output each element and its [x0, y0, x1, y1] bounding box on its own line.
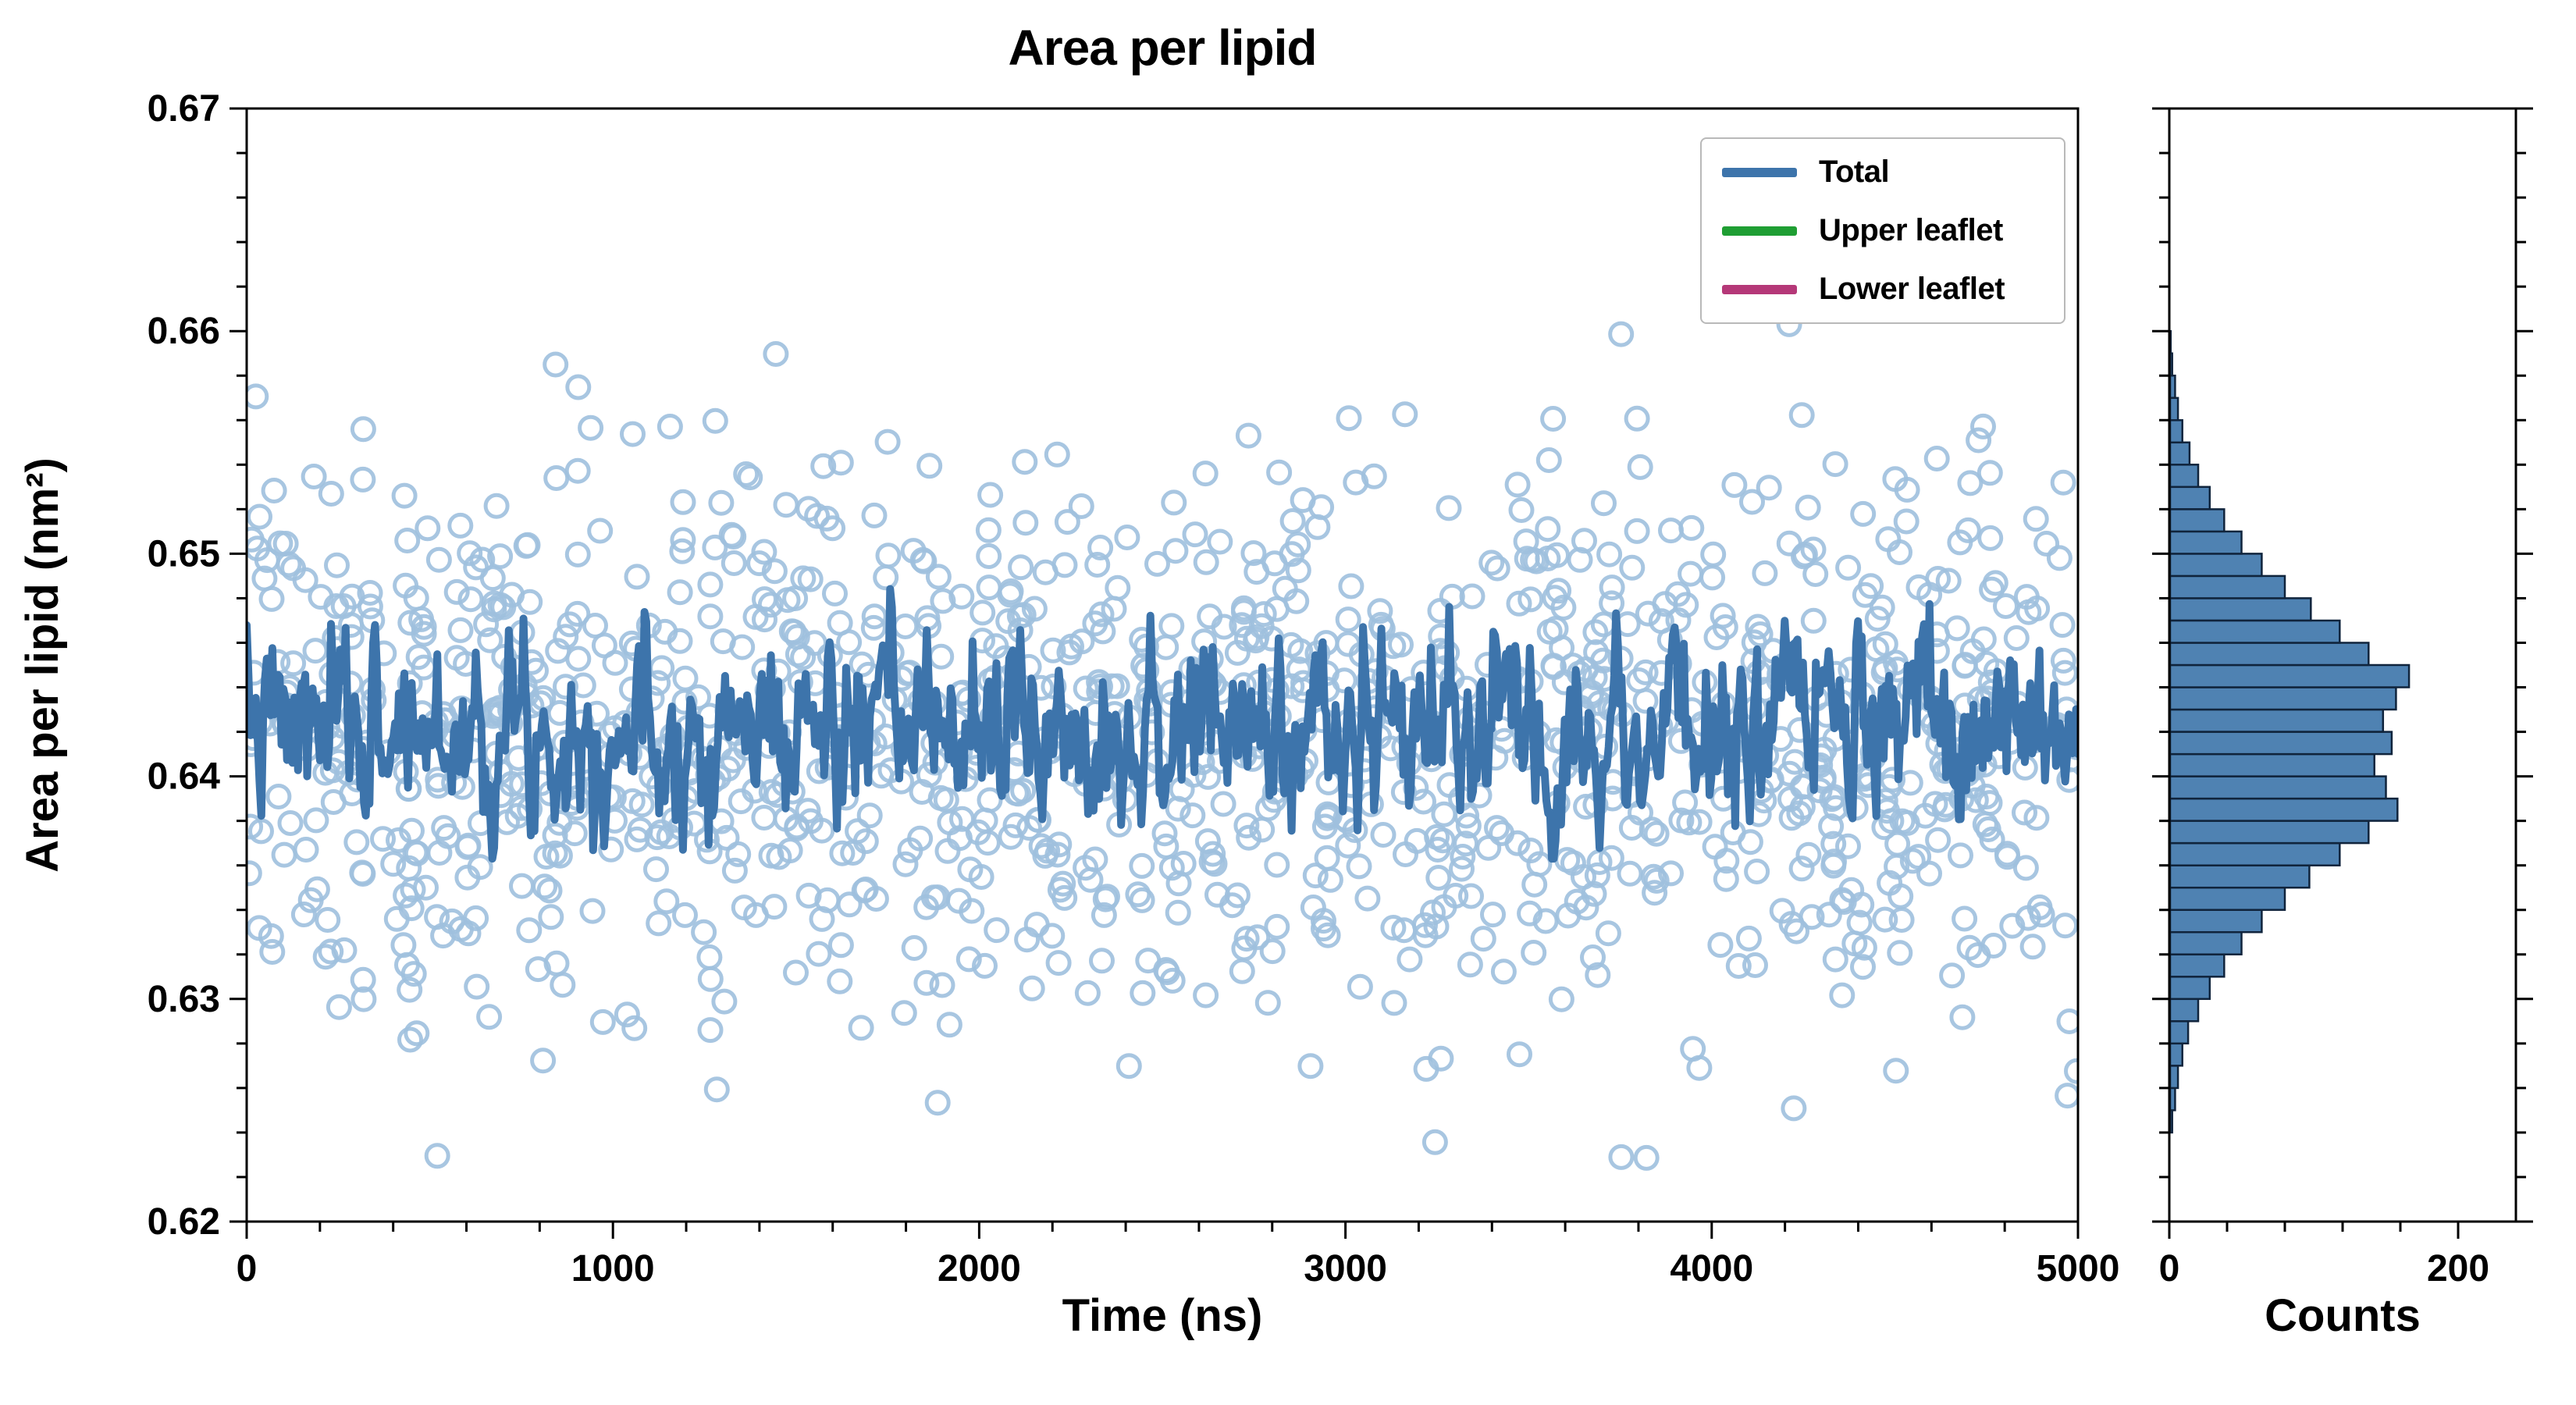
histogram-bars — [2169, 329, 2411, 1134]
x-tick-label: 3000 — [1304, 1248, 1387, 1289]
y-tick-label: 0.64 — [148, 756, 221, 798]
legend-swatch-lower-leaflet — [1722, 284, 1797, 294]
legend-item-total: Total — [1722, 155, 2056, 190]
legend-label-total: Total — [1819, 155, 1890, 189]
y-axis-label: Area per lipid (nm²) — [17, 457, 68, 873]
x-tick-label: 2000 — [938, 1248, 1021, 1289]
x-tick-label: 5000 — [2037, 1248, 2120, 1289]
x-tick-label: 1000 — [571, 1248, 655, 1289]
legend-label-lower-leaflet: Lower leaflet — [1819, 272, 2005, 306]
axes: 0 1000 2000 3000 4000 50000.620.630.640.650.6… — [148, 88, 2533, 1289]
y-tick-label: 0.66 — [148, 311, 220, 352]
x-axis-label: Time (ns) — [1062, 1290, 1263, 1341]
y-tick-label: 0.62 — [148, 1201, 220, 1243]
y-tick-label: 0.63 — [148, 979, 220, 1020]
y-tick-label: 0.65 — [148, 533, 220, 574]
chart-title: Area per lipid — [1008, 20, 1318, 76]
legend-swatch-total — [1722, 167, 1797, 177]
legend-label-upper-leaflet: Upper leaflet — [1819, 213, 2003, 247]
hist-x-tick-label: 0 — [2159, 1248, 2180, 1289]
histogram-x-axis-label: Counts — [2265, 1290, 2421, 1341]
total-line — [247, 585, 2078, 863]
legend-item-lower-leaflet: Lower leaflet — [1722, 272, 2056, 307]
hist-x-tick-label: 200 — [2427, 1248, 2489, 1289]
legend-item-upper-leaflet: Upper leaflet — [1722, 213, 2056, 248]
legend-swatch-upper-leaflet — [1722, 226, 1797, 236]
x-tick-label: 4000 — [1670, 1248, 1753, 1289]
x-tick-label: 0 — [237, 1248, 258, 1289]
y-tick-label: 0.67 — [148, 88, 220, 130]
legend: Total Upper leaflet Lower leaflet — [1700, 137, 2065, 324]
